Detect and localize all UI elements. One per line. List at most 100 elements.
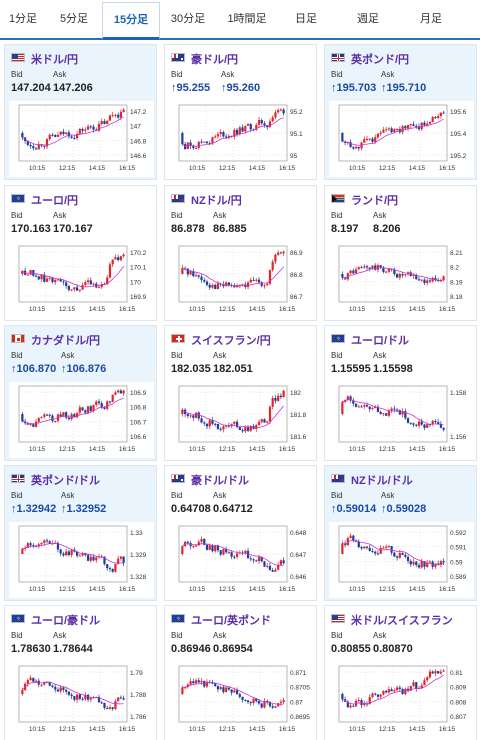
y-tick-label: 0.8705 <box>290 685 310 692</box>
rate-card[interactable]: 米ドル/スイスフラン Bid Ask 0.80855 0.80870 0.81 0.809 0… <box>324 605 477 740</box>
candle-body <box>43 414 46 417</box>
moving-average-line <box>342 398 444 426</box>
y-tick-label: 169.9 <box>130 294 147 301</box>
candle-body <box>349 142 352 148</box>
rate-card[interactable]: ユーロ/豪ドル Bid Ask 1.78630 1.78644 1.79 1.788 1.78… <box>4 605 157 740</box>
candle-body <box>409 422 412 424</box>
price-chart[interactable]: 147.2 147 146.8 146.6 10:15 12:15 14:15 16:15 <box>9 101 154 177</box>
rate-card[interactable]: 豪ドル/ドル Bid Ask 0.64708 0.64712 0.648 0.647 0.64… <box>164 465 317 601</box>
currency-pair-link[interactable]: スイスフラン/円 <box>191 335 271 347</box>
price-chart[interactable]: 1.79 1.788 1.786 10:15 12:15 14:15 16:15 <box>9 662 154 738</box>
rate-card[interactable]: スイスフラン/円 Bid Ask 182.035 182.051 182 181.8 181.… <box>164 325 317 461</box>
candle-body <box>241 696 244 700</box>
currency-pair-link[interactable]: ユーロ/英ポンド <box>191 615 272 627</box>
candle-body <box>244 125 247 132</box>
candle-body <box>114 392 117 395</box>
x-tick-label: 14:15 <box>89 306 106 313</box>
x-tick-label: 16:15 <box>279 586 296 593</box>
currency-pair-link[interactable]: 豪ドル/ドル <box>191 475 250 487</box>
candle-body <box>346 538 349 546</box>
x-tick-label: 16:15 <box>439 165 456 172</box>
candle-body <box>365 266 369 268</box>
candle-body <box>379 547 382 554</box>
tab-4[interactable]: 1時間足 <box>227 13 267 25</box>
card-header: ランド/円 <box>331 192 472 207</box>
tab-0[interactable]: 1分足 <box>8 13 38 25</box>
x-tick-label: 16:15 <box>279 165 296 172</box>
candle-body <box>255 560 258 562</box>
y-tick-label: 0.589 <box>450 574 467 581</box>
timeframe-tabs: 1分足 5分足 15分足 30分足 1時間足 日足 週足 月足 <box>0 0 480 40</box>
rate-card[interactable]: NZドル/円 Bid Ask 86.878 86.885 86.9 86.8 86.7 10:1… <box>164 185 317 321</box>
currency-pair-link[interactable]: 米ドル/円 <box>31 54 79 66</box>
rate-card[interactable]: NZドル/ドル Bid Ask ↑0.59014 ↑0.59028 0.592 0.591 0… <box>324 465 477 601</box>
currency-pair-link[interactable]: 英ポンド/ドル <box>31 475 101 487</box>
rate-card[interactable]: 英ポンド/ドル Bid Ask ↑1.32942 ↑1.32952 1.33 1.329 1.… <box>4 465 157 601</box>
rate-card[interactable]: ユーロ/円 Bid Ask 170.163 170.167 170.2 170.1 170 16… <box>4 185 157 321</box>
candle-body <box>56 279 60 281</box>
tab-7[interactable]: 月足 <box>420 13 442 25</box>
currency-pair-link[interactable]: 英ポンド/円 <box>351 54 410 66</box>
price-chart[interactable]: 170.2 170.1 170 169.9 10:15 12:15 14:15 16:15 <box>9 242 154 318</box>
candle-body <box>111 394 114 402</box>
currency-pair-link[interactable]: NZドル/ドル <box>351 475 413 487</box>
nz-flag-icon <box>331 474 345 483</box>
price-chart[interactable]: 106.9 106.8 106.7 106.6 10:15 12:15 14:15 16:15 <box>9 382 154 458</box>
bid-label: Bid <box>171 631 183 640</box>
currency-pair-link[interactable]: ユーロ/ドル <box>351 335 410 347</box>
currency-pair-link[interactable]: 豪ドル/円 <box>191 54 239 66</box>
currency-pair-link[interactable]: ユーロ/円 <box>31 195 79 207</box>
rate-card[interactable]: 米ドル/円 Bid Ask 147.204 147.206 147.2 147 146.8 14… <box>4 44 157 180</box>
price-chart[interactable]: 95.2 95.1 95 10:15 12:15 14:15 16:15 <box>169 101 314 177</box>
candle-body <box>434 563 437 567</box>
candle-body <box>437 671 440 674</box>
currency-pair-link[interactable]: 米ドル/スイスフラン <box>351 615 453 627</box>
bid-value-text: 195.703 <box>336 82 377 94</box>
tab-5[interactable]: 日足 <box>295 13 317 25</box>
candle-body <box>390 689 393 692</box>
price-chart[interactable]: 86.9 86.8 86.7 10:15 12:15 14:15 16:15 <box>169 242 314 318</box>
rate-card[interactable]: ユーロ/英ポンド Bid Ask 0.86946 0.86954 0.871 0.8705 0… <box>164 605 317 740</box>
price-chart[interactable]: 1.158 1.156 10:15 12:15 14:15 16:15 <box>329 382 474 458</box>
price-chart[interactable]: 0.81 0.809 0.808 0.807 10:15 12:15 14:15 16:15 <box>329 662 474 738</box>
tab-3[interactable]: 30分足 <box>170 13 206 25</box>
y-tick-label: 0.646 <box>290 574 307 581</box>
price-chart[interactable]: 0.648 0.647 0.646 10:15 12:15 14:15 16:15 <box>169 522 314 598</box>
bid-label: Bid <box>171 70 183 79</box>
bid-value: 1.78630 <box>11 643 51 655</box>
candle-body <box>393 129 396 133</box>
currency-pair-link[interactable]: カナダドル/円 <box>31 335 101 347</box>
price-chart[interactable]: 1.33 1.329 1.328 10:15 12:15 14:15 16:15 <box>9 522 154 598</box>
candle-body <box>442 112 445 114</box>
tab-6[interactable]: 週足 <box>357 13 379 25</box>
rate-card[interactable]: ユーロ/ドル Bid Ask 1.15595 1.15598 1.158 1.156 10:1… <box>324 325 477 461</box>
price-chart[interactable]: 8.21 8.2 8.19 8.18 10:15 12:15 14:15 16:15 <box>329 242 474 318</box>
candle-body <box>393 269 396 275</box>
tab-2[interactable]: 15分足 <box>102 2 160 40</box>
candle-body <box>349 396 352 401</box>
price-chart[interactable]: 0.871 0.8705 0.87 0.8695 10:15 12:15 14:15 16:1… <box>169 662 314 738</box>
y-tick-label: 147 <box>130 124 141 131</box>
price-chart[interactable]: 0.592 0.591 0.59 0.589 10:15 12:15 14:15 16:15 <box>329 522 474 598</box>
y-tick-label: 1.328 <box>130 574 147 581</box>
price-chart[interactable]: 195.6 195.4 195.2 10:15 12:15 14:15 16:15 <box>329 101 474 177</box>
currency-pair-link[interactable]: ユーロ/豪ドル <box>31 615 101 627</box>
currency-pair-link[interactable]: ランド/円 <box>351 195 399 207</box>
rate-card[interactable]: カナダドル/円 Bid Ask ↑106.870 ↑106.876 106.9 106.8 1… <box>4 325 157 461</box>
x-tick-label: 12:15 <box>219 586 236 593</box>
candle-body <box>409 560 412 565</box>
y-tick-label: 0.81 <box>450 670 463 677</box>
candle-body <box>431 420 434 425</box>
currency-pair-link[interactable]: NZドル/円 <box>191 195 242 207</box>
candle-body <box>59 687 62 692</box>
x-tick-label: 12:15 <box>219 306 236 313</box>
rate-card[interactable]: ランド/円 Bid Ask 8.197 8.206 8.21 8.2 8.19 8.18 10:1… <box>324 185 477 321</box>
candle-body <box>363 139 366 143</box>
rate-card[interactable]: 英ポンド/円 Bid Ask ↑195.703 ↑195.710 195.6 195.4 19… <box>324 44 477 180</box>
x-tick-label: 10:15 <box>189 446 206 453</box>
candle-body <box>420 685 423 688</box>
tab-1[interactable]: 5分足 <box>59 13 89 25</box>
candle-body <box>225 687 228 693</box>
rate-card[interactable]: 豪ドル/円 Bid Ask ↑95.255 ↑95.260 95.2 95.1 95 10:15… <box>164 44 317 180</box>
price-chart[interactable]: 182 181.8 181.6 10:15 12:15 14:15 16:15 <box>169 382 314 458</box>
